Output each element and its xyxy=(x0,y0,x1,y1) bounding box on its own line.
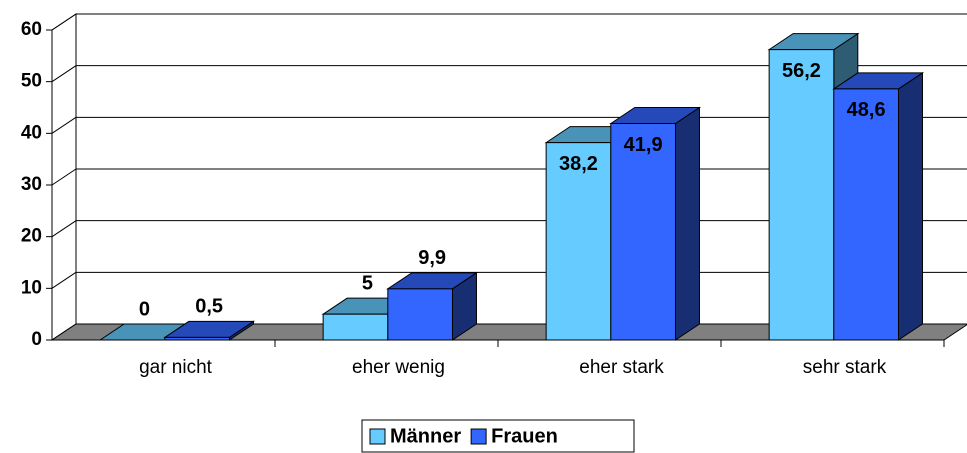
y-tick-label: 60 xyxy=(21,19,42,40)
y-tick-label: 30 xyxy=(21,174,42,195)
bar xyxy=(545,142,612,341)
value-label: 0,5 xyxy=(195,296,223,318)
value-label: 48,6 xyxy=(847,99,886,121)
x-tick-label: sehr stark xyxy=(803,357,887,378)
value-label: 38,2 xyxy=(559,153,598,175)
grid-line xyxy=(51,220,77,238)
grid-line xyxy=(51,168,77,186)
bar xyxy=(768,49,835,341)
grid-line xyxy=(51,65,77,83)
x-tick-label: gar nicht xyxy=(139,357,213,378)
value-label: 41,9 xyxy=(624,134,663,156)
y-tick-label: 40 xyxy=(21,122,42,143)
y-tick-label: 0 xyxy=(31,329,42,350)
y-tick-label: 50 xyxy=(21,71,42,92)
y-tick-label: 10 xyxy=(21,277,42,298)
grid-line xyxy=(51,271,77,289)
grid-line xyxy=(51,116,77,134)
bar-side xyxy=(897,71,923,341)
value-label: 5 xyxy=(362,272,373,294)
bar xyxy=(610,123,676,341)
x-tick-label: eher wenig xyxy=(352,357,445,378)
legend-label: Frauen xyxy=(491,425,558,447)
grid-line xyxy=(51,13,77,31)
legend xyxy=(361,419,635,453)
bar xyxy=(322,313,389,341)
y-tick-label: 20 xyxy=(21,226,42,247)
x-tick-label: eher stark xyxy=(579,357,664,378)
legend-label: Männer xyxy=(390,425,461,447)
legend-swatch xyxy=(470,428,487,445)
bar-side xyxy=(674,106,700,341)
legend-swatch xyxy=(369,428,386,445)
value-label: 56,2 xyxy=(782,60,821,82)
bar xyxy=(833,88,899,341)
bar xyxy=(164,336,230,341)
value-label: 0 xyxy=(139,298,150,320)
value-label: 9,9 xyxy=(418,247,446,269)
bar xyxy=(387,288,453,341)
